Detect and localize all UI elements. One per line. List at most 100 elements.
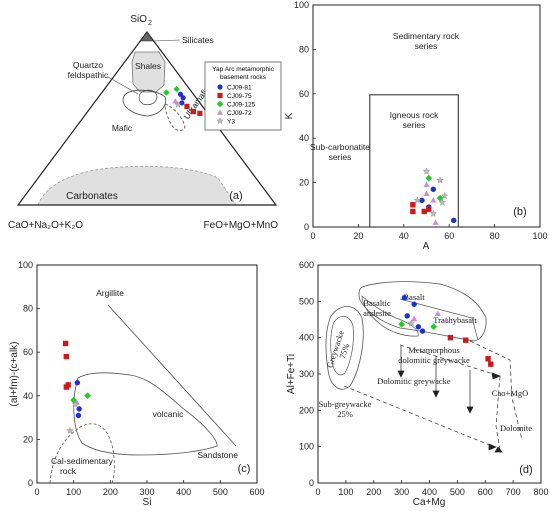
y-tick-label: 500: [299, 296, 314, 306]
data-point: [440, 192, 449, 200]
y-tick-label: 20: [23, 434, 33, 444]
argillite-line: [107, 304, 237, 447]
legend-marker-cj09-72: [217, 109, 223, 115]
sedimentary-label-2: series: [415, 41, 438, 51]
data-point: [413, 196, 422, 204]
panel-d-frame: [317, 264, 542, 484]
data-point: [404, 313, 410, 319]
y-tick-label: 80: [23, 304, 33, 314]
quartzo-feldspathic-outline: [138, 89, 158, 106]
shales-field: [131, 51, 166, 93]
ternary-point: [180, 95, 186, 101]
basalt-label: Basalt: [403, 292, 425, 302]
legend-marker-cj09-125: [216, 100, 224, 108]
x-tick-label: 800: [533, 487, 548, 497]
subcarbonatite-label-1: Sub-carbonatite: [310, 142, 370, 152]
panel-c-tag: (c): [238, 463, 251, 475]
data-point: [430, 323, 438, 331]
y-tick-label: 0: [28, 478, 33, 488]
legend-marker-cj09-81: [217, 84, 223, 90]
data-point: [430, 186, 437, 192]
data-point: [438, 198, 447, 206]
data-point: [75, 412, 82, 419]
ternary-point: [190, 108, 197, 115]
data-point: [421, 208, 427, 215]
y-tick-label: 60: [23, 347, 33, 357]
x-tick-label: 200: [103, 487, 118, 497]
data-point: [411, 301, 417, 307]
panel-c-ticks: 0 100 200 300 400 500 600 0 20 40 60 80 100: [18, 260, 265, 497]
panel-b: Sedimentary rock series Igneous rock ser…: [284, 0, 548, 252]
data-point: [485, 356, 491, 362]
greywacke-label-2: 75%: [337, 342, 351, 360]
legend-marker-cj09-75: [217, 92, 223, 99]
apex-top-subscript: 2: [148, 20, 152, 27]
data-point: [426, 206, 432, 212]
ternary-point: [163, 89, 170, 96]
y-tick-label: 40: [23, 391, 33, 401]
data-point: [434, 310, 441, 316]
panel-b-xlabel: A: [423, 241, 430, 252]
dolomite-label: Dolomite: [500, 423, 532, 433]
trachybasalt-label: Trachybasalt: [433, 315, 477, 325]
panel-c-frame: [36, 264, 258, 484]
y-tick-label: 100: [299, 442, 314, 452]
data-point: [407, 319, 416, 327]
legend-label-cj09-75: CJ09-75: [227, 93, 252, 100]
y-tick-label: 100: [18, 260, 33, 270]
x-tick-label: 60: [444, 231, 454, 241]
x-tick-label: 0: [315, 487, 320, 497]
x-tick-label: 600: [478, 487, 493, 497]
panel-a-points: [163, 85, 203, 116]
metamorphous-label-1: Metamorphous: [408, 345, 459, 355]
shales-label: Shales: [135, 61, 161, 71]
y-tick-label: 100: [294, 0, 309, 10]
carbonates-label: Carbonates: [66, 191, 118, 202]
ternary-point: [174, 100, 182, 108]
x-tick-label: 400: [176, 487, 191, 497]
ternary-point: [184, 103, 190, 109]
data-point: [62, 340, 69, 347]
greywacke-75-field: [325, 306, 364, 390]
quartzo-label-1: Quartzo: [73, 60, 104, 70]
data-point: [74, 380, 81, 386]
igneous-label-1: Igneous rock: [390, 110, 439, 120]
x-tick-label: 20: [353, 231, 363, 241]
data-point: [443, 316, 450, 323]
y-tick-label: 600: [299, 260, 314, 270]
y-tick-label: 40: [299, 133, 309, 143]
panel-d-ticks: 0 100 200 300 400 500 600 700 800 0 100 200 300 400 50…: [299, 260, 549, 497]
silicates-cap: [139, 31, 155, 42]
basaltic-andesite-label-1: Basaltic: [363, 298, 391, 308]
data-point: [436, 194, 444, 202]
x-tick-label: 600: [249, 487, 264, 497]
silicates-label: Silicates: [182, 35, 214, 45]
apex-right-label: FeO+MgO+MnO: [204, 220, 279, 231]
data-point: [71, 400, 80, 408]
data-point: [66, 426, 74, 434]
silicates-leader: [153, 39, 181, 42]
trend-middle-dashed: [343, 385, 493, 447]
panel-a-ternary: SiO 2 Silicates Shales Quartzo feldspath…: [8, 14, 282, 231]
panel-b-ylabel: K: [284, 112, 295, 119]
data-point: [419, 197, 425, 204]
quartzo-leader: [107, 76, 139, 95]
panel-b-points: [410, 167, 457, 225]
y-tick-label: 20: [299, 178, 309, 188]
data-point: [463, 337, 469, 343]
data-point: [76, 406, 82, 412]
ternary-point: [197, 110, 203, 116]
trachybasalt-boundary: [399, 298, 479, 341]
sandstone-label: Sandstone: [197, 450, 238, 460]
panel-c-points: [62, 340, 91, 434]
dolomitic-greywacke-label: Dolomitic greywacke: [377, 376, 451, 386]
ultramafic-outline: [164, 103, 186, 131]
x-tick-label: 100: [66, 487, 81, 497]
greywacke-inner-field: [330, 316, 354, 376]
apex-left-label: CaO+Na₂O+K₂O: [8, 220, 83, 231]
data-point: [398, 320, 405, 328]
data-point: [63, 353, 70, 360]
data-point: [447, 334, 454, 341]
cal-sedimentary-label-1: Cal-sedimentary: [51, 456, 114, 466]
